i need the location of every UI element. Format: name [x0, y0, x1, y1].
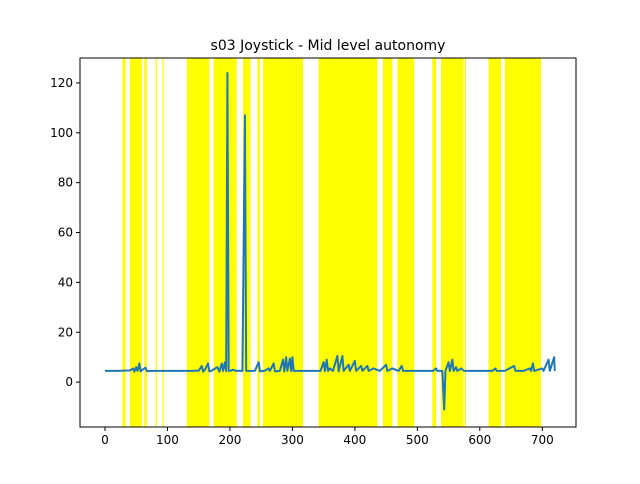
highlight-span-1 — [129, 58, 142, 427]
highlight-span-17 — [504, 58, 542, 427]
highlight-span-15 — [464, 58, 467, 427]
highlight-span-11 — [382, 58, 393, 427]
highlight-span-16 — [488, 58, 502, 427]
series-line — [104, 71, 556, 411]
highlight-span-13 — [432, 58, 437, 427]
x-tick-label-6: 600 — [468, 433, 491, 447]
highlight-span-6 — [213, 58, 237, 427]
x-tick-label-2: 200 — [218, 433, 241, 447]
highlight-span-7 — [243, 58, 251, 427]
highlight-span-14 — [441, 58, 464, 427]
x-tick-label-3: 300 — [281, 433, 304, 447]
y-tick-label-4: 80 — [58, 176, 73, 190]
x-tick-label-5: 500 — [406, 433, 429, 447]
y-tick-label-1: 20 — [58, 325, 73, 339]
y-tick-label-5: 100 — [50, 126, 73, 140]
chart-title: s03 Joystick - Mid level autonomy — [211, 38, 446, 54]
highlight-span-4 — [162, 58, 164, 427]
y-tick-label-6: 120 — [50, 76, 73, 90]
series-line-0 — [104, 71, 556, 411]
x-tick-label-4: 400 — [343, 433, 366, 447]
x-axis: 0 100 200 300 400 500 600 700 — [101, 427, 554, 447]
y-axis: 0 20 40 60 80 100 120 — [50, 76, 80, 389]
axes-frame — [79, 57, 577, 428]
highlight-span-5 — [186, 58, 210, 427]
highlight-span-2 — [144, 58, 147, 427]
highlight-span-8 — [257, 58, 260, 427]
y-tick-label-3: 60 — [58, 226, 73, 240]
x-tick-label-7: 700 — [531, 433, 554, 447]
x-tick-label-0: 0 — [101, 433, 109, 447]
highlight-span-3 — [155, 58, 157, 427]
y-tick-label-0: 0 — [65, 375, 73, 389]
x-tick-label-1: 100 — [156, 433, 179, 447]
highlight-span-0 — [122, 58, 126, 427]
highlight-span-12 — [397, 58, 415, 427]
y-tick-label-2: 40 — [58, 275, 73, 289]
